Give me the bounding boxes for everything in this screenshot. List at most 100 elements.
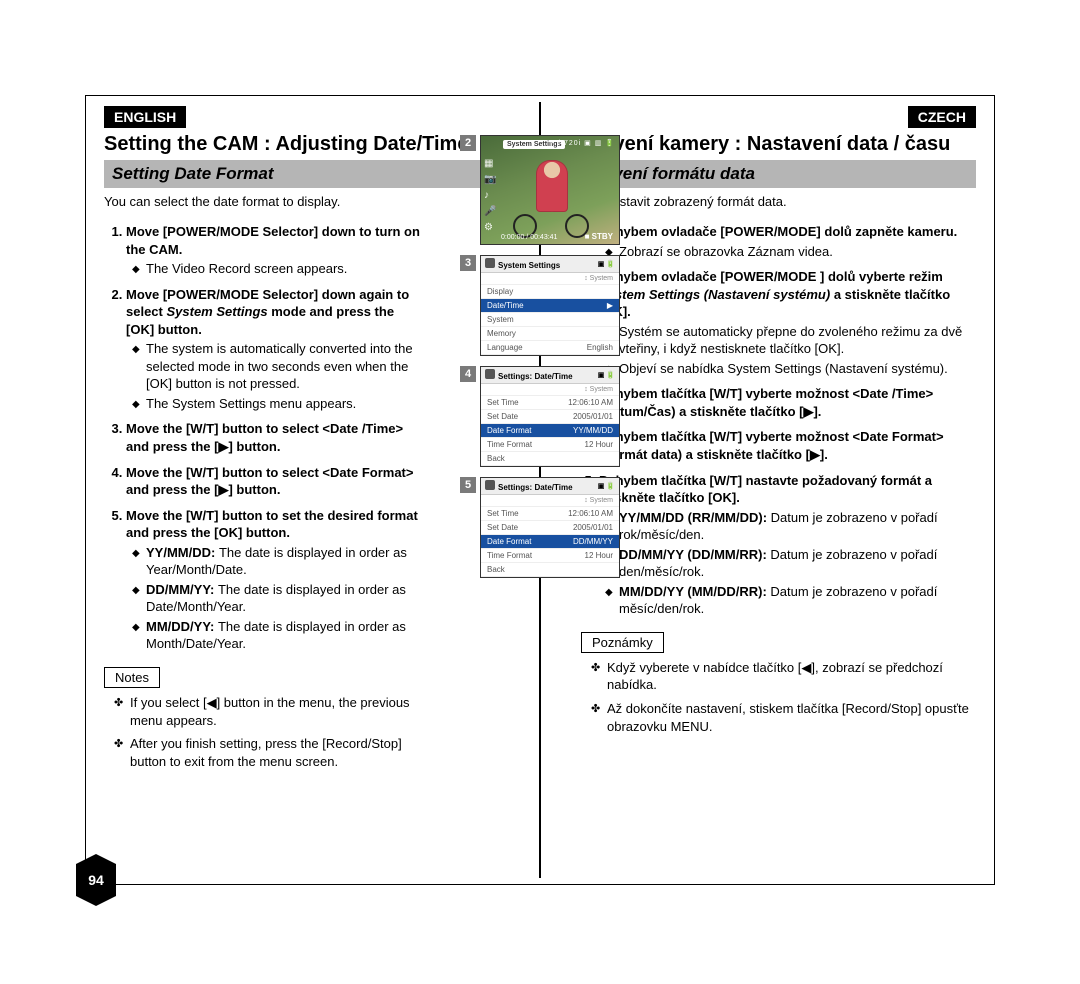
menu-row[interactable]: Set Date2005/01/01 [481,521,619,535]
recording-timer: 0:00:00 / 00:43:41 [501,234,557,241]
menu-row-label: Set Time [487,509,519,518]
menu-row[interactable]: Date/Time ▶ [481,299,619,313]
section-czech: Nastavení formátu data [559,160,976,188]
step-item: Pohybem tlačítka [W/T] vyberte možnost <… [599,428,976,463]
step-sub-item: YY/MM/DD (RR/MM/DD): Datum je zobrazeno … [605,509,976,544]
menu-row-value: 12 Hour [585,551,613,560]
title-czech: Nastavení kamery : Nastavení data / času [559,132,976,156]
screen-2: 2System SettingsF / 720i ▣ ▥ 🔋▦📷♪🎤⚙0:00:… [460,135,620,245]
menu-row-value: ▶ [607,301,613,310]
standby-indicator: ■ STBY [585,232,613,241]
menu-row[interactable]: Back [481,563,619,577]
photo-bike [511,206,591,236]
step-sub-item: MM/DD/YY: The date is displayed in order… [132,618,424,653]
notes-label-czech: Poznámky [581,632,664,653]
menu-row[interactable]: Time Format12 Hour [481,438,619,452]
gear-icon [485,480,495,490]
step-item: Pohybem ovladače [POWER/MODE ] dolů vybe… [599,268,976,377]
step-item: Move the [W/T] button to select <Date /T… [126,420,424,455]
step-sub-item: MM/DD/YY (MM/DD/RR): Datum je zobrazeno … [605,583,976,618]
steps-english: Move [POWER/MODE Selector] down to turn … [104,223,424,653]
step-item: Pohybem tlačítka [W/T] nastavte požadova… [599,472,976,618]
step-item: Move the [W/T] button to set the desired… [126,507,424,653]
side-mode-icons: ▦📷♪🎤⚙ [484,156,496,236]
menu-row[interactable]: System [481,313,619,327]
menu-row-label: Time Format [487,551,532,560]
step-sub-item: DD/MM/YY (DD/MM/RR): Datum je zobrazeno … [605,546,976,581]
note-item: Když vyberete v nabídce tlačítko [◀], zo… [591,659,976,694]
photo-subject [536,160,568,212]
menu-row[interactable]: Language English [481,341,619,355]
step-sub-item: The System Settings menu appears. [132,395,424,413]
page-number-text: 94 [88,872,104,888]
notes-english: If you select [◀] button in the menu, th… [104,694,424,770]
menu-row-label: Set Date [487,412,518,421]
step-sub-item: YY/MM/DD: The date is displayed in order… [132,544,424,579]
menu-row[interactable]: Display [481,285,619,299]
gear-icon [485,258,495,268]
menu-header: System Settings▣ 🔋 [481,256,619,273]
steps-czech: Pohybem ovladače [POWER/MODE] dolů zapně… [559,223,976,618]
screen-photo: System SettingsF / 720i ▣ ▥ 🔋▦📷♪🎤⚙0:00:0… [480,135,620,245]
step-sub-item: The system is automatically converted in… [132,340,424,393]
menu-row-value: 12:06:10 AM [568,398,613,407]
menu-row-label: Display [487,287,513,296]
menu-row-value: English [587,343,613,352]
menu-system-tag: ↕ System [481,495,619,507]
step-item: Move [POWER/MODE Selector] down to turn … [126,223,424,278]
step-item: Pohybem tlačítka [W/T] vyberte možnost <… [599,385,976,420]
menu-row-label: Date/Time [487,301,524,310]
menu-row[interactable]: Set Date 2005/01/01 [481,410,619,424]
title-english: Setting the CAM : Adjusting Date/Time [104,132,521,156]
menu-row[interactable]: Time Format 12 Hour [481,549,619,563]
menu-row[interactable]: Back [481,452,619,466]
notes-label-english: Notes [104,667,160,688]
note-item: If you select [◀] button in the menu, th… [114,694,424,729]
step-item: Move the [W/T] button to select <Date Fo… [126,464,424,499]
gear-icon [485,369,495,379]
step-item: Pohybem ovladače [POWER/MODE] dolů zapně… [599,223,976,260]
badge-english: ENGLISH [104,106,186,128]
menu-row[interactable]: Date Format YY/MM/DD [481,424,619,438]
menu-row-label: Back [487,454,505,463]
menu-system-tag: ↕ System [481,384,619,396]
top-status-icons: F / 720i ▣ ▥ 🔋 [550,139,615,147]
menu-row-value: DD/MM/YY [573,537,613,546]
note-item: Až dokončíte nastavení, stiskem tlačítka… [591,700,976,735]
screen-menu: Settings: Date/Time▣ 🔋↕ System Set Time 12… [480,477,620,578]
menu-row[interactable]: Set Time 12:06:10 AM [481,507,619,521]
screen-step-number: 2 [460,135,476,151]
screen-5: 5 Settings: Date/Time▣ 🔋↕ System Set Time 1… [460,477,620,578]
menu-row-value: 2005/01/01 [573,412,613,421]
menu-system-tag: ↕ System [481,273,619,285]
menu-row-label: Back [487,565,505,574]
screen-step-number: 4 [460,366,476,382]
camera-screens: 2System SettingsF / 720i ▣ ▥ 🔋▦📷♪🎤⚙0:00:… [460,135,620,588]
step-sub-item: Zobrazí se obrazovka Záznam videa. [605,243,976,261]
menu-row[interactable]: Date Format DD/MM/YY [481,535,619,549]
badge-czech: CZECH [908,106,976,128]
menu-row[interactable]: Set Time12:06:10 AM [481,396,619,410]
intro-czech: Můžete nastavit zobrazený formát data. [559,194,976,209]
menu-row-label: Date Format [487,426,531,435]
menu-row-label: Date Format [487,537,531,546]
step-item: Move [POWER/MODE Selector] down again to… [126,286,424,413]
menu-row-label: Memory [487,329,516,338]
menu-row-value: 12 Hour [585,440,613,449]
notes-czech: Když vyberete v nabídce tlačítko [◀], zo… [581,659,976,735]
screen-menu: Settings: Date/Time▣ 🔋↕ SystemSet Time12… [480,366,620,467]
menu-row-value: 12:06:10 AM [568,509,613,518]
screen-3: 3 System Settings▣ 🔋↕ System Display Date/T… [460,255,620,356]
menu-row-label: Language [487,343,523,352]
menu-row-label: Set Date [487,523,518,532]
screen-step-number: 3 [460,255,476,271]
menu-row-label: System [487,315,514,324]
screen-menu: System Settings▣ 🔋↕ System Display Date/Ti… [480,255,620,356]
intro-english: You can select the date format to displa… [104,194,521,209]
menu-row[interactable]: Memory [481,327,619,341]
note-item: After you finish setting, press the [Rec… [114,735,424,770]
screen-step-number: 5 [460,477,476,493]
menu-header: Settings: Date/Time▣ 🔋 [481,478,619,495]
menu-header: Settings: Date/Time▣ 🔋 [481,367,619,384]
menu-row-value: YY/MM/DD [573,426,613,435]
